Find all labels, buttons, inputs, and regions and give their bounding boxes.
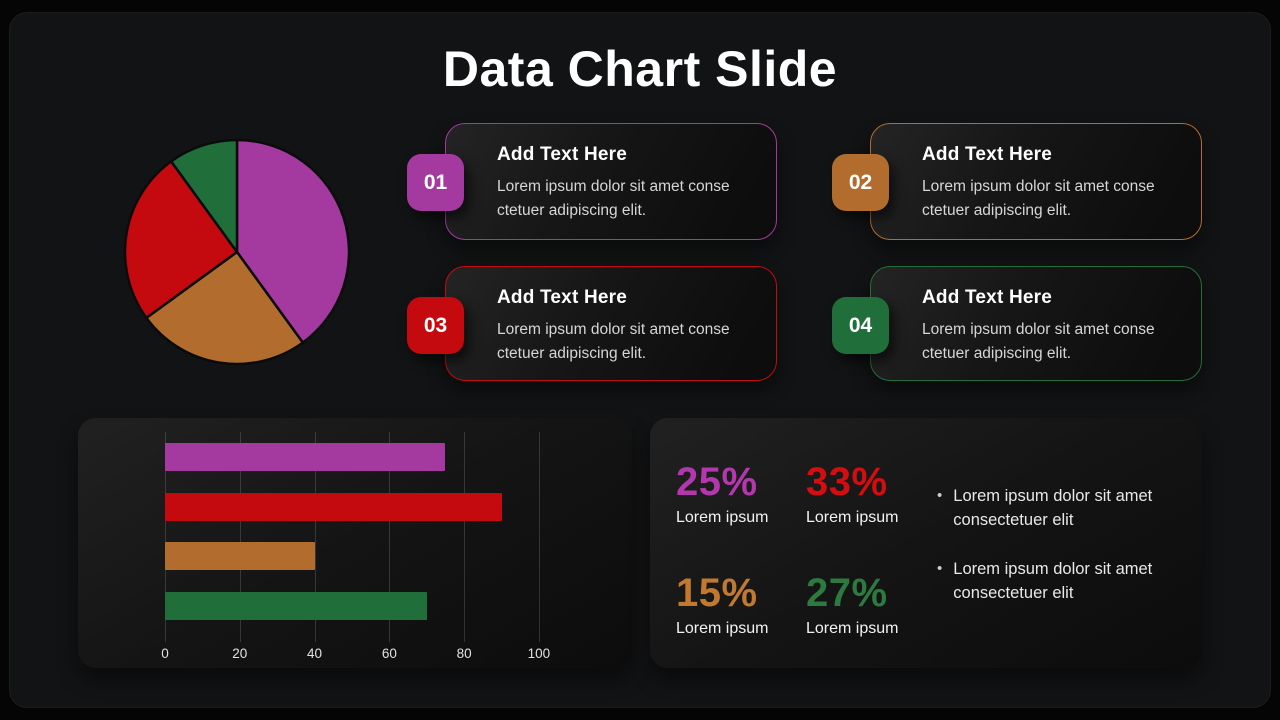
axis-tick-label: 0 bbox=[161, 646, 169, 661]
bar-1 bbox=[165, 443, 446, 471]
slide-title: Data Chart Slide bbox=[442, 41, 838, 97]
card-number-badge: 03 bbox=[407, 297, 464, 354]
stat-label: Lorem ipsum bbox=[806, 620, 899, 637]
pie-slice-1 bbox=[235, 138, 351, 344]
stat-value: 25% bbox=[676, 460, 758, 504]
gridline bbox=[464, 432, 466, 642]
gridline bbox=[389, 432, 391, 642]
card-content: Add Text Here Lorem ipsum dolor sit amet… bbox=[497, 287, 759, 366]
card-number: 02 bbox=[848, 170, 873, 194]
bullet-text: Lorem ipsum dolor sit amet consectetuer … bbox=[953, 487, 1153, 529]
bar-2 bbox=[165, 492, 502, 521]
pie-chart bbox=[117, 132, 357, 372]
card-content: Add Text Here Lorem ipsum dolor sit amet… bbox=[922, 287, 1184, 366]
bullet-list: • Lorem ipsum dolor sit amet consectetue… bbox=[937, 484, 1167, 630]
card-content: Add Text Here Lorem ipsum dolor sit amet… bbox=[497, 144, 759, 223]
bar-3 bbox=[165, 542, 315, 571]
stat-block: 25% Lorem ipsum bbox=[676, 462, 806, 527]
card-title: Add Text Here bbox=[497, 144, 627, 165]
stat-block: 33% Lorem ipsum bbox=[806, 462, 936, 527]
axis-tick-label: 40 bbox=[307, 646, 323, 661]
stat-label: Lorem ipsum bbox=[676, 620, 769, 637]
pie-slice-3 bbox=[123, 160, 239, 320]
card-title: Add Text Here bbox=[497, 287, 627, 308]
card-title: Add Text Here bbox=[922, 287, 1052, 308]
bar-chart-panel: 0 20 40 60 80 100 bbox=[78, 418, 632, 668]
bar-plot bbox=[165, 432, 595, 642]
bar-4 bbox=[165, 591, 427, 620]
pie-slice-4 bbox=[169, 138, 239, 254]
gridline bbox=[239, 432, 241, 642]
stat-value: 27% bbox=[806, 571, 888, 615]
bullet-item: • Lorem ipsum dolor sit amet consectetue… bbox=[937, 557, 1167, 605]
bullet-icon: • bbox=[937, 560, 943, 577]
stat-value: 15% bbox=[676, 571, 758, 615]
card-number-badge: 04 bbox=[832, 297, 889, 354]
info-card-04: 04 Add Text Here Lorem ipsum dolor sit a… bbox=[832, 266, 1202, 381]
pie-chart-svg bbox=[123, 138, 351, 366]
info-card-03: 03 Add Text Here Lorem ipsum dolor sit a… bbox=[407, 266, 777, 381]
card-body: Lorem ipsum dolor sit amet conse ctetuer… bbox=[922, 321, 1155, 362]
card-body: Lorem ipsum dolor sit amet conse ctetuer… bbox=[922, 178, 1155, 219]
gridline bbox=[165, 432, 166, 642]
bullet-item: • Lorem ipsum dolor sit amet consectetue… bbox=[937, 484, 1167, 532]
axis-tick-label: 100 bbox=[527, 646, 551, 661]
card-number: 03 bbox=[423, 313, 448, 337]
gridline bbox=[538, 432, 540, 642]
gridline bbox=[314, 432, 316, 642]
card-number-badge: 02 bbox=[832, 154, 889, 211]
bullet-icon: • bbox=[937, 487, 943, 504]
stats-panel: 25% Lorem ipsum 33% Lorem ipsum 15% Lore… bbox=[650, 418, 1202, 668]
axis-tick-label: 20 bbox=[232, 646, 248, 661]
stat-block: 15% Lorem ipsum bbox=[676, 573, 806, 638]
card-body: Lorem ipsum dolor sit amet conse ctetuer… bbox=[497, 178, 730, 219]
stat-block: 27% Lorem ipsum bbox=[806, 573, 936, 638]
card-content: Add Text Here Lorem ipsum dolor sit amet… bbox=[922, 144, 1184, 223]
axis-tick-label: 80 bbox=[456, 646, 472, 661]
info-card-01: 01 Add Text Here Lorem ipsum dolor sit a… bbox=[407, 123, 777, 240]
bar-x-axis: 0 20 40 60 80 100 bbox=[161, 646, 595, 664]
card-title: Add Text Here bbox=[922, 144, 1052, 165]
stats-grid: 25% Lorem ipsum 33% Lorem ipsum 15% Lore… bbox=[676, 462, 936, 638]
card-number-badge: 01 bbox=[407, 154, 464, 211]
stat-value: 33% bbox=[806, 460, 888, 504]
card-number: 04 bbox=[848, 313, 873, 337]
stat-label: Lorem ipsum bbox=[676, 509, 769, 526]
info-card-02: 02 Add Text Here Lorem ipsum dolor sit a… bbox=[832, 123, 1202, 240]
card-number: 01 bbox=[423, 170, 448, 194]
axis-tick-label: 60 bbox=[381, 646, 397, 661]
card-body: Lorem ipsum dolor sit amet conse ctetuer… bbox=[497, 321, 730, 362]
stat-label: Lorem ipsum bbox=[806, 509, 899, 526]
bullet-text: Lorem ipsum dolor sit amet consectetuer … bbox=[953, 560, 1153, 602]
pie-slice-2 bbox=[145, 250, 305, 366]
